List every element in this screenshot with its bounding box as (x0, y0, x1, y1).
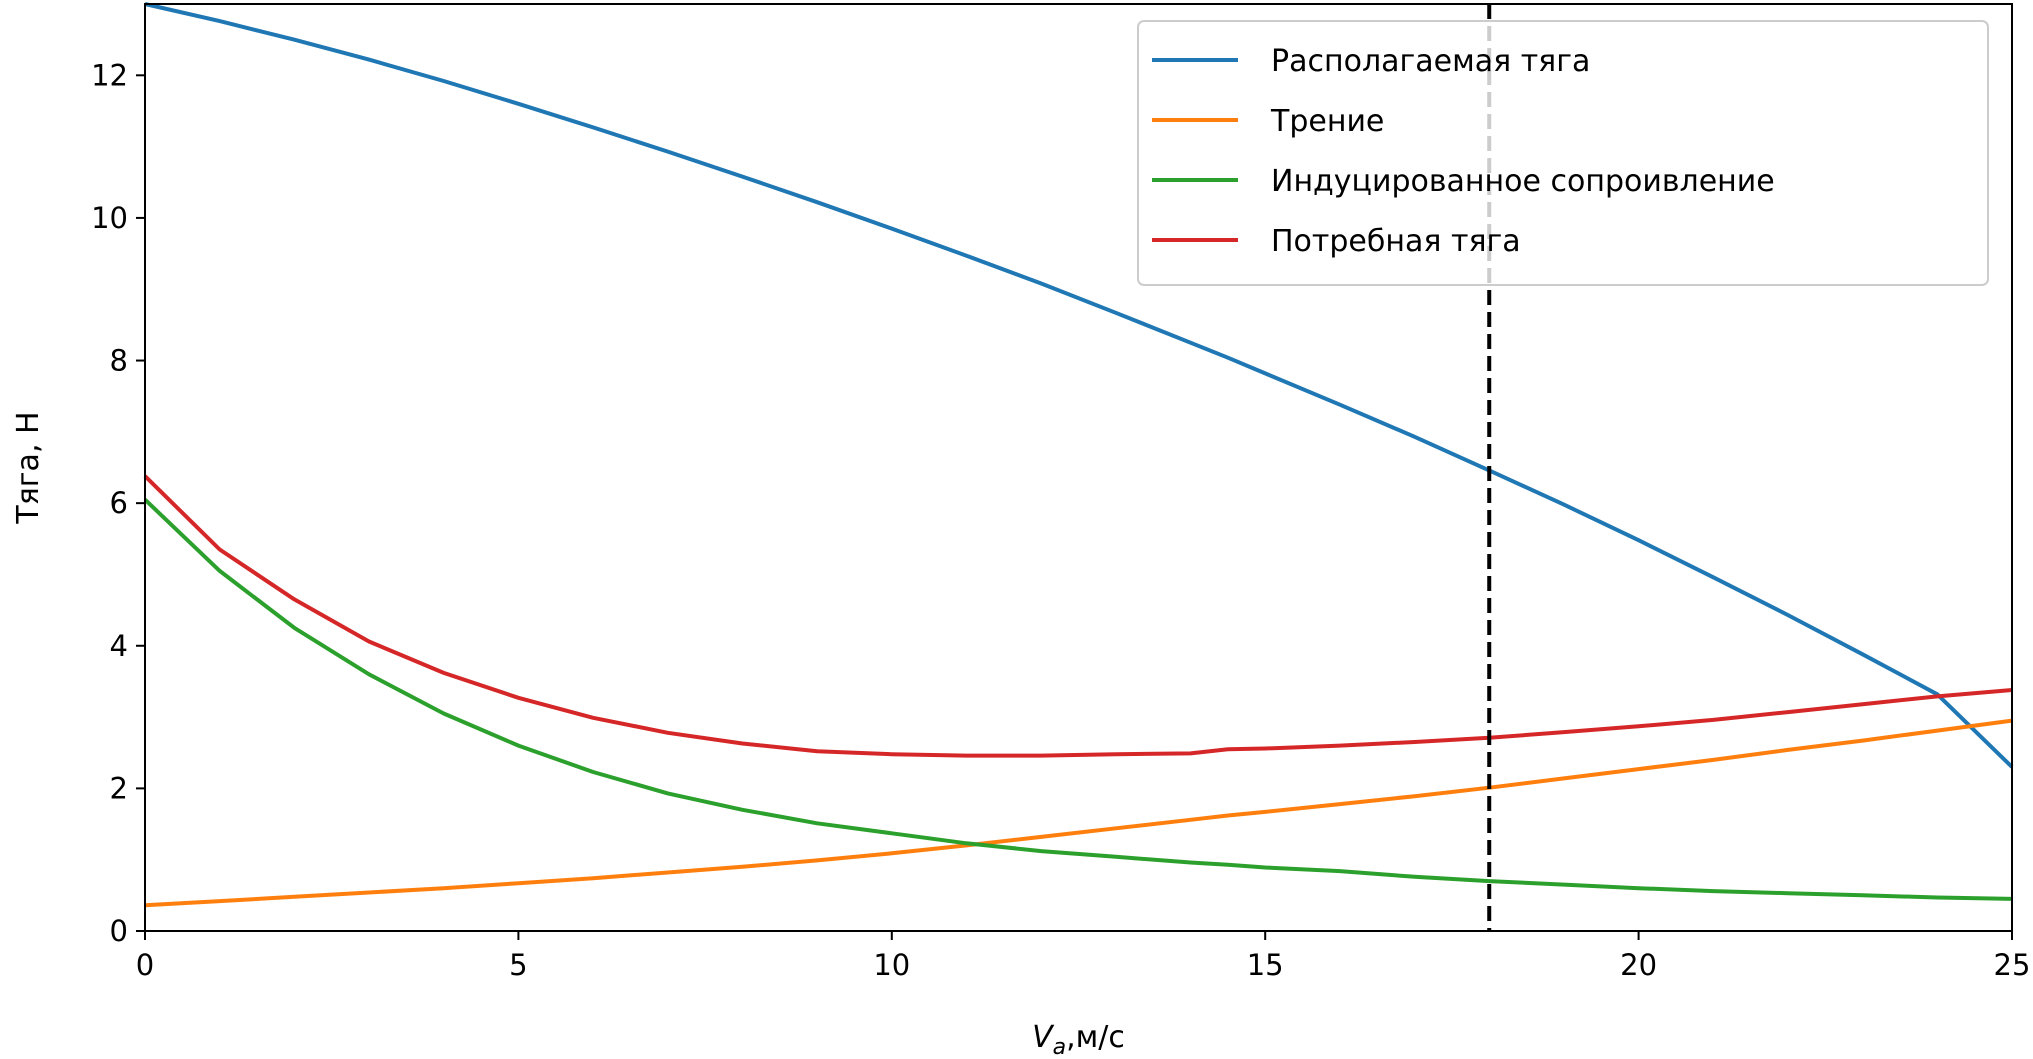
y-tick-label: 0 (110, 914, 128, 948)
x-tick-label: 0 (136, 948, 154, 982)
legend-label: Располагаемая тяга (1271, 44, 1590, 79)
x-tick-label: 5 (509, 948, 527, 982)
x-axis-label-sub: a (1053, 1035, 1066, 1059)
y-tick-label: 12 (91, 58, 128, 92)
series-line-2 (143, 498, 2013, 901)
y-axis-label: Тяга, Н (11, 411, 46, 524)
legend-label: Потребная тяга (1271, 224, 1521, 259)
x-axis-label: Va,м/с (1032, 1020, 1125, 1059)
y-tick-label: 6 (110, 486, 128, 520)
series-line-1 (144, 718, 2013, 908)
y-tick-label: 4 (110, 629, 128, 663)
x-axis-label-rest: ,м/с (1066, 1020, 1125, 1055)
legend-box (1137, 20, 1989, 286)
axes-frame (144, 3, 2013, 932)
ticks-layer: 0 5 10 15 20 25 0 2 4 6 8 10 12 (91, 58, 2030, 982)
x-axis-label-main: V (1032, 1020, 1055, 1055)
y-tick-label: 2 (110, 771, 128, 805)
y-tick-label: 10 (91, 201, 128, 235)
legend-label: Индуцированное сопроивление (1271, 164, 1775, 199)
x-tick-label: 15 (1247, 948, 1284, 982)
series-layer (143, 2, 2014, 908)
x-tick-label: 25 (1994, 948, 2031, 982)
series-line-3 (143, 474, 2013, 758)
legend: Располагаемая тяга Трение Индуцированное с… (1137, 20, 1989, 286)
legend-label: Трение (1270, 104, 1384, 139)
x-tick-label: 10 (873, 948, 910, 982)
series-line-0 (144, 2, 2014, 769)
y-tick-label: 8 (110, 344, 128, 378)
x-tick-label: 20 (1620, 948, 1657, 982)
